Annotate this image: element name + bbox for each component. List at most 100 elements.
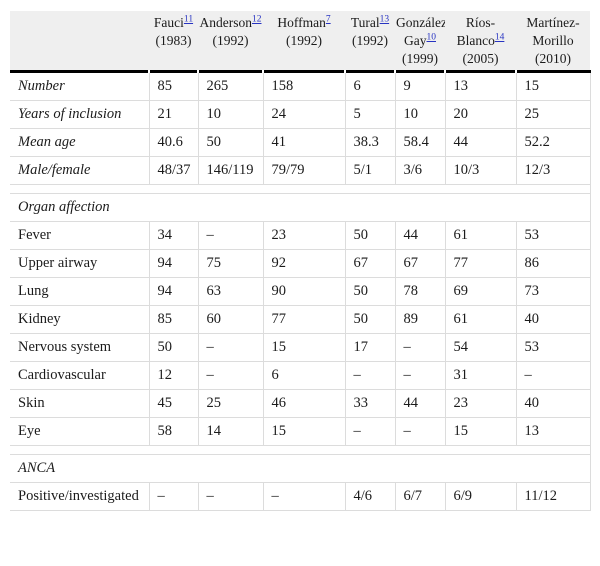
table-row: Kidney 85 60 77 50 89 61 40	[10, 305, 591, 334]
cell: 10	[395, 100, 446, 129]
cell: –	[345, 417, 396, 446]
cell: 15	[445, 417, 517, 446]
table-row: Male/female 48/37 146/119 79/79 5/1 3/6 10/3 12…	[10, 156, 591, 185]
table-row: Fever 34–23 50 44 61 53	[10, 221, 591, 250]
cell: –	[198, 221, 264, 250]
column-header: González-Gay10 (1999)	[394, 11, 452, 73]
cell: 50	[198, 128, 264, 157]
table-row: Number 85 265 158 6 9 13 15	[10, 71, 591, 101]
cell: 89	[395, 305, 446, 334]
cell: 146/119	[198, 156, 264, 185]
cell: 50	[345, 221, 396, 250]
spacer-cell	[10, 184, 591, 194]
cell: 52.2	[516, 128, 591, 157]
cell: 45	[149, 389, 199, 418]
table-row: Nervous system 50–15 17–54 53	[10, 333, 591, 362]
cell: 94	[149, 249, 199, 278]
cell: 85	[149, 71, 199, 101]
column-header: Tural13 (1992)	[344, 11, 395, 73]
column-header: Hoffman7 (1992)	[262, 11, 345, 73]
cell: 53	[516, 221, 591, 250]
cell: 40.6	[149, 128, 199, 157]
row-label: Years of inclusion	[10, 100, 150, 129]
reference-link[interactable]: 10	[426, 32, 437, 43]
row-label: Skin	[10, 389, 150, 418]
cell: 14	[198, 417, 264, 446]
cell: –	[345, 361, 396, 390]
cell: –	[198, 482, 264, 511]
reference-link[interactable]: 14	[494, 32, 505, 43]
study-name: González-Gay10	[396, 15, 452, 48]
cell: 5/1	[345, 156, 396, 185]
cell: 85	[149, 305, 199, 334]
study-year: (2010)	[535, 51, 571, 66]
cell: 77	[445, 249, 517, 278]
column-header: Fauci11 (1983)	[148, 11, 198, 73]
cell: 33	[345, 389, 396, 418]
table-row: Positive/investigated – – –4/6 6/7 6/9 11/12	[10, 482, 591, 511]
corner-cell	[10, 11, 149, 73]
cell: 6	[345, 71, 396, 101]
study-name: Ríos-Blanco14	[456, 15, 505, 48]
column-header: Martínez-Morillo (2010)	[515, 11, 590, 73]
cell: 6/9	[445, 482, 517, 511]
cell: 24	[263, 100, 346, 129]
cell: –	[395, 361, 446, 390]
cell: –	[516, 361, 591, 390]
cell: 265	[198, 71, 264, 101]
table-row: Eye 58 14 15– –15 13	[10, 417, 591, 446]
cell: 23	[263, 221, 346, 250]
row-label: Fever	[10, 221, 150, 250]
cell: 3/6	[395, 156, 446, 185]
reference-link[interactable]: 11	[183, 14, 194, 25]
cell: 50	[345, 277, 396, 306]
cell: 158	[263, 71, 346, 101]
reference-link[interactable]: 12	[252, 14, 262, 25]
reference-link[interactable]: 7	[325, 14, 331, 25]
cell: 50	[345, 305, 396, 334]
table-row: Cardiovascular 12–6– –31–	[10, 361, 591, 390]
reference-link[interactable]: 13	[379, 14, 390, 25]
table-row: Mean age 40.6 50 41 38.3 58.4 44 52.2	[10, 128, 591, 157]
cell: 44	[395, 221, 446, 250]
cell: 34	[149, 221, 199, 250]
cell: 58.4	[395, 128, 446, 157]
table-row: Upper airway 94 75 92 67 67 77 86	[10, 249, 591, 278]
cell: 6	[263, 361, 346, 390]
cell: 69	[445, 277, 517, 306]
section-row: Organ affection	[10, 193, 591, 222]
cell: 53	[516, 333, 591, 362]
cell: 50	[149, 333, 199, 362]
cell: 44	[395, 389, 446, 418]
cell: 67	[345, 249, 396, 278]
cell: 31	[445, 361, 517, 390]
cell: –	[395, 417, 446, 446]
study-year: (1992)	[286, 33, 322, 48]
table-row: Lung 94 63 90 50 78 69 73	[10, 277, 591, 306]
spacer-row	[10, 445, 591, 455]
cell: 61	[445, 305, 517, 334]
study-year: (2005)	[462, 51, 499, 66]
cell: 40	[516, 305, 591, 334]
study-year: (1992)	[212, 33, 249, 48]
cell: –	[395, 333, 446, 362]
table-row: Years of inclusion 21 10 24 5 10 20 25	[10, 100, 591, 129]
spacer-cell	[10, 445, 591, 455]
study-name: Anderson12	[199, 14, 262, 30]
spacer-row	[10, 184, 591, 194]
cell: 23	[445, 389, 517, 418]
row-label: Kidney	[10, 305, 150, 334]
row-label: Upper airway	[10, 249, 150, 278]
cell: 17	[345, 333, 396, 362]
cell: 44	[445, 128, 517, 157]
cell: 58	[149, 417, 199, 446]
row-label: Lung	[10, 277, 150, 306]
cell: 86	[516, 249, 591, 278]
cell: 11/12	[516, 482, 591, 511]
cell: –	[198, 333, 264, 362]
study-name: Martínez-Morillo	[526, 15, 580, 48]
study-name: Fauci11	[153, 14, 194, 30]
cell: –	[263, 482, 346, 511]
cell: 4/6	[345, 482, 396, 511]
row-label: Eye	[10, 417, 150, 446]
